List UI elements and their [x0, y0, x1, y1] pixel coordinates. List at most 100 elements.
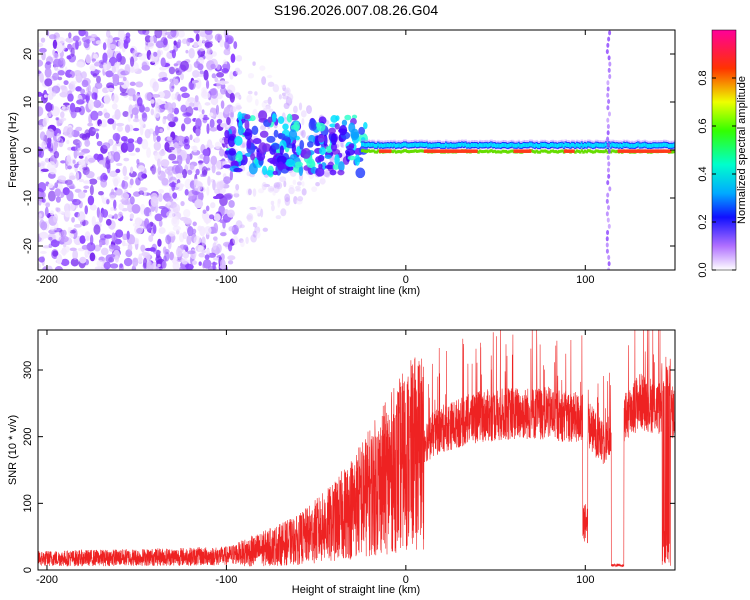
- spectrogram-cell: [38, 256, 45, 263]
- spectrogram-ridge-core: [399, 150, 403, 154]
- spectrogram-cell: [189, 164, 195, 170]
- spectrogram-cell: [111, 65, 116, 74]
- spectrogram-ridge-core: [370, 149, 374, 153]
- spectrogram-ridge-core: [509, 149, 513, 153]
- snr-marks: [38, 330, 675, 568]
- spectrogram-cell: [156, 50, 161, 58]
- spectrogram-cell: [320, 162, 327, 170]
- spectrogram-cell: [254, 98, 259, 106]
- spectrogram-cell: [89, 178, 98, 185]
- spectrogram-cell: [607, 261, 611, 267]
- spectrogram-cell: [84, 139, 91, 147]
- spectrogram-ridge-mid: [425, 142, 429, 147]
- spectrogram-cell: [65, 155, 72, 166]
- spectrogram-cell: [129, 56, 135, 67]
- spectrogram-cell: [169, 182, 178, 188]
- spectrogram-cell: [345, 148, 355, 156]
- spectrogram-ridge-mid: [545, 143, 548, 148]
- spectrogram-cell: [89, 252, 96, 262]
- spectrogram-cell: [137, 171, 145, 181]
- spectrogram-cell: [113, 213, 118, 220]
- spectrogram-cell: [58, 119, 64, 124]
- spectrogram-cell: [211, 164, 216, 174]
- spectrogram-cell: [83, 180, 91, 184]
- spectrogram-cell: [252, 222, 258, 228]
- spectrogram-cell: [164, 197, 174, 203]
- spectrogram-cell: [132, 223, 138, 227]
- spectrogram-ridge-mid: [456, 143, 459, 148]
- spectrogram-cell: [229, 170, 234, 181]
- spectrogram-cell: [316, 122, 321, 129]
- spectrogram-ridge-mid: [407, 143, 411, 148]
- spectrogram-cell: [151, 164, 156, 175]
- spectrogram-cell: [267, 157, 278, 163]
- spectrogram-ridge-core: [373, 150, 377, 154]
- spectrogram-ridge-core: [583, 149, 587, 153]
- spectrogram-cell: [181, 38, 188, 45]
- spectrogram-cell: [275, 215, 282, 220]
- spectrogram-cell: [197, 39, 203, 47]
- spectrogram-cell: [98, 212, 103, 223]
- spectrogram-ridge-mid: [404, 142, 408, 147]
- spectrogram-cell: [129, 178, 134, 186]
- spectrogram-cell: [292, 179, 297, 185]
- spectrogram-cell: [73, 148, 78, 159]
- spectrogram-ridge-core: [407, 150, 411, 154]
- spectrogram-cell: [166, 201, 172, 206]
- spectrogram-cell: [87, 122, 94, 127]
- spectrogram-cell: [109, 194, 115, 200]
- snr-ytick-label: 200: [22, 427, 34, 445]
- spectrogram-ridge-mid: [537, 143, 540, 148]
- spectrogram-cell: [157, 263, 161, 268]
- spectrogram-cell: [272, 84, 280, 93]
- spectrogram-cell: [135, 147, 141, 153]
- spectrogram-ridge-core: [601, 150, 605, 154]
- spectrogram-cell: [195, 73, 205, 78]
- spectrogram-cell: [209, 126, 218, 132]
- spectrogram-cell: [324, 170, 331, 178]
- spectrogram-cell: [52, 250, 59, 257]
- spectrogram-cell: [122, 165, 127, 177]
- spectrogram-ridge-mid: [414, 142, 417, 147]
- spectrogram-cell: [93, 153, 100, 160]
- spectrogram-cell: [281, 84, 287, 89]
- spectrogram-cell: [294, 185, 301, 190]
- spectrogram-cell: [45, 202, 51, 208]
- spectrogram-cell: [114, 109, 121, 120]
- spectrogram-cell: [84, 231, 91, 242]
- spectrogram-cell: [301, 147, 311, 159]
- spectrogram-cell: [113, 151, 121, 162]
- spectrogram-ridge-mid: [528, 142, 532, 147]
- spectrogram-cell: [143, 257, 148, 269]
- spectrogram-cell: [341, 119, 348, 127]
- spectrogram-cell: [63, 203, 71, 214]
- spectrogram-ridge-mid: [535, 142, 538, 147]
- spectrogram-cell: [279, 176, 287, 183]
- spectrogram-ridge-mid: [443, 143, 446, 148]
- spectrogram-cell: [86, 242, 96, 252]
- spectrogram-cell: [199, 225, 206, 237]
- spectrogram-ridge-core: [612, 149, 616, 153]
- snr-xtick-label: 0: [403, 574, 409, 586]
- spectrogram-cell: [126, 230, 130, 240]
- spectrogram-cell: [338, 124, 348, 136]
- spectrogram-ytick-label: -10: [22, 190, 34, 206]
- spectrogram-cell: [85, 171, 95, 179]
- spectrogram-cell: [73, 224, 82, 228]
- spectrogram-ridge-mid: [362, 142, 366, 147]
- spectrogram-ridge-core: [496, 150, 500, 154]
- colorbar: 0.0 0.2 0.4 0.6 0.8 Normalized spectral ampl…: [697, 29, 748, 278]
- spectrogram-cell: [606, 117, 610, 123]
- spectrogram-cell: [329, 169, 337, 176]
- spectrogram-cell: [38, 42, 44, 48]
- spectrogram-cell: [215, 243, 222, 254]
- spectrogram-cell: [196, 48, 205, 52]
- spectrogram-cell: [39, 250, 47, 254]
- spectrogram-cell: [83, 39, 90, 49]
- spectrogram-cell: [45, 61, 51, 65]
- spectrogram-cell: [606, 136, 610, 142]
- spectrogram-cell: [330, 142, 337, 152]
- spectrogram-cell: [75, 126, 83, 132]
- spectrogram-ridge-core: [551, 149, 555, 153]
